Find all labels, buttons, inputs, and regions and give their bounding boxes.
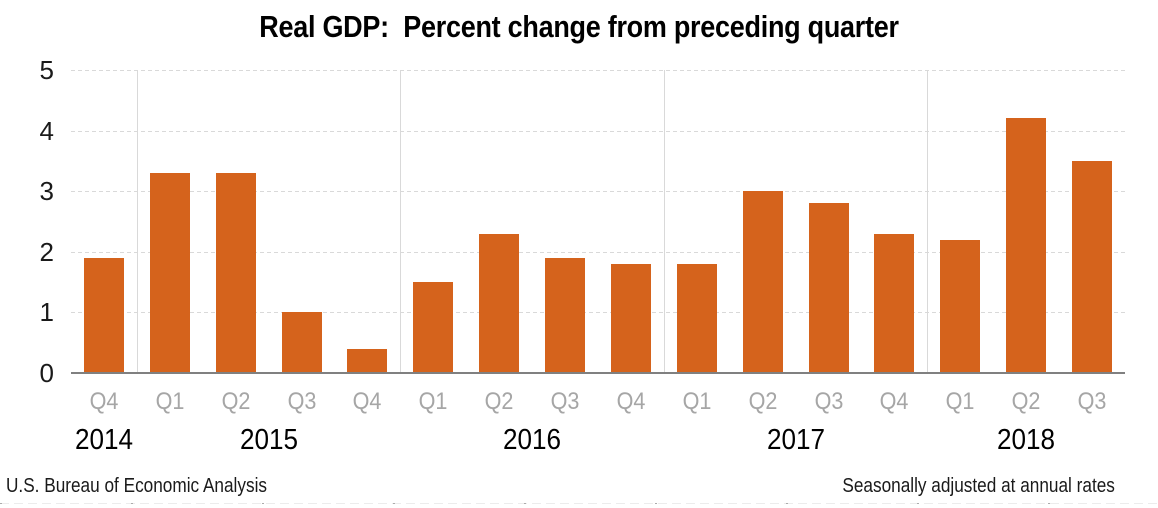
x-axis-year-label: 2016 xyxy=(503,424,562,456)
y-axis-tick-label: 1 xyxy=(39,297,54,328)
bar-q4-2016 xyxy=(610,263,651,373)
chart-title: Real GDP: Percent change from preceding … xyxy=(259,9,899,44)
x-axis-quarter-label: Q3 xyxy=(814,388,843,415)
bar-q1-2017 xyxy=(676,263,717,373)
x-axis-quarter-label: Q2 xyxy=(221,388,251,415)
source-note: U.S. Bureau of Economic Analysis xyxy=(6,475,267,497)
y-axis-tick-label: 5 xyxy=(39,55,54,85)
bar-q3-2017 xyxy=(808,203,849,373)
bar-q4-2015 xyxy=(347,348,388,373)
y-axis-tick-label: 4 xyxy=(39,115,54,146)
x-axis-quarter-label: Q4 xyxy=(89,388,119,415)
bar-q4-2014 xyxy=(83,257,124,373)
y-axis-tick-label: 2 xyxy=(39,236,54,267)
x-axis-quarter-label: Q4 xyxy=(880,388,909,415)
year-separator-line xyxy=(663,70,665,373)
bar-q3-2016 xyxy=(545,257,586,373)
y-axis-tick-label: 0 xyxy=(39,358,54,388)
x-axis-quarter-label: Q4 xyxy=(353,388,382,415)
x-axis-quarter-label: Q1 xyxy=(682,388,712,415)
x-axis-year-label: 2017 xyxy=(766,424,825,456)
horizontal-gridline xyxy=(71,70,1125,71)
horizontal-gridline xyxy=(71,191,1125,193)
horizontal-gridline xyxy=(71,251,1125,253)
x-axis-quarter-label: Q3 xyxy=(287,388,316,415)
x-axis-year-label: 2018 xyxy=(997,424,1056,456)
bar-q3-2015 xyxy=(281,312,322,373)
y-axis-tick-label: 3 xyxy=(39,176,54,207)
x-axis-quarter-label: Q2 xyxy=(1011,388,1041,415)
bar-q4-2017 xyxy=(874,233,915,373)
x-axis-quarter-label: Q3 xyxy=(1077,388,1107,415)
adjustment-note: Seasonally adjusted at annual rates xyxy=(842,475,1115,497)
x-axis-quarter-label: Q3 xyxy=(550,388,580,415)
bar-q2-2016 xyxy=(479,233,520,373)
x-axis-year-label: 2015 xyxy=(239,424,298,456)
year-separator-line xyxy=(927,70,929,373)
bar-q2-2018 xyxy=(1006,118,1047,373)
year-separator-line xyxy=(136,70,138,373)
x-axis-line xyxy=(71,372,1125,374)
bar-q1-2016 xyxy=(413,282,454,373)
bottom-guide-line xyxy=(0,503,1158,504)
bar-q1-2018 xyxy=(940,239,981,373)
x-axis-year-label: 2014 xyxy=(74,424,133,456)
bar-q1-2015 xyxy=(149,173,190,373)
x-axis-quarter-label: Q1 xyxy=(418,388,448,415)
x-axis-quarter-label: Q4 xyxy=(616,388,646,415)
bar-q2-2015 xyxy=(215,173,256,373)
bar-q2-2017 xyxy=(742,191,783,373)
x-axis-quarter-label: Q2 xyxy=(484,388,514,415)
x-axis-quarter-label: Q2 xyxy=(748,388,778,415)
horizontal-gridline xyxy=(71,312,1125,314)
x-axis-quarter-label: Q1 xyxy=(155,388,185,415)
x-axis-quarter-label: Q1 xyxy=(945,388,975,415)
horizontal-gridline xyxy=(71,130,1125,132)
year-separator-line xyxy=(400,70,402,373)
bar-q3-2018 xyxy=(1072,160,1113,373)
